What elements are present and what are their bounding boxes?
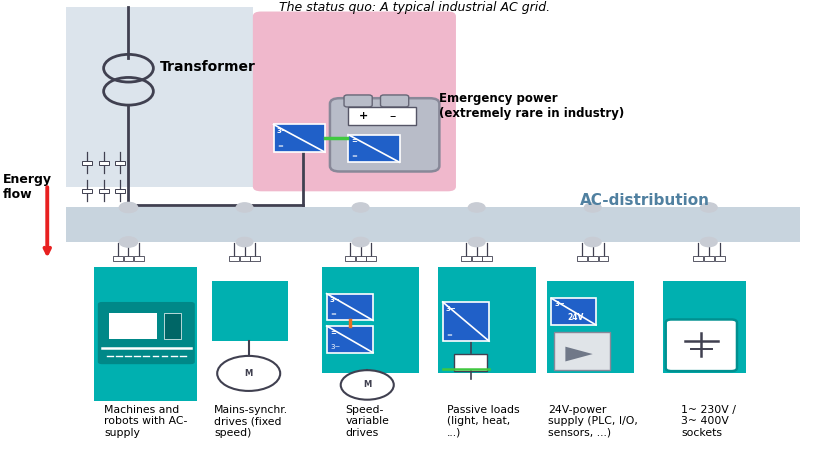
FancyBboxPatch shape [253,12,455,191]
Text: 3~: 3~ [554,301,565,307]
Text: 1~ 230V /
3~ 400V
sockets: 1~ 230V / 3~ 400V sockets [681,405,735,438]
Text: Transformer: Transformer [160,60,256,74]
Circle shape [119,202,137,213]
Bar [94,267,197,401]
Text: =: = [445,332,451,338]
Bar [348,135,399,162]
Bar [598,256,608,261]
Text: Mains-synchr.
drives (fixed
speed): Mains-synchr. drives (fixed speed) [214,405,288,438]
FancyBboxPatch shape [665,319,736,371]
Bar [460,256,470,261]
Text: M: M [363,380,371,390]
Bar [134,256,144,261]
Bar [553,332,609,370]
Text: =: = [351,154,357,160]
Circle shape [236,203,253,212]
Circle shape [119,237,137,247]
FancyBboxPatch shape [98,302,195,364]
Text: Energy
flow: Energy flow [2,173,51,201]
Bar [326,294,373,320]
Text: Speed-
variable
drives: Speed- variable drives [345,405,388,438]
FancyBboxPatch shape [330,98,439,171]
Bar [108,313,156,339]
Bar [714,256,724,261]
Bar [66,7,253,187]
Bar [66,207,799,242]
Text: =: = [351,138,357,144]
Bar [692,256,702,261]
Bar [99,189,108,193]
Bar [471,256,481,261]
Polygon shape [565,347,592,361]
Text: 3~: 3~ [330,297,340,303]
Text: 3~: 3~ [445,306,456,312]
Bar [123,256,133,261]
Bar [703,256,713,261]
Bar [113,256,123,261]
Bar [437,267,535,373]
Bar [164,313,181,339]
Circle shape [120,237,137,247]
Bar [348,107,416,125]
Text: Emergency power
(extremely rare in industry): Emergency power (extremely rare in indus… [439,92,623,120]
Circle shape [352,203,368,212]
Bar [576,256,586,261]
Bar [229,256,238,261]
Bar [344,256,354,261]
Bar [551,298,595,325]
FancyBboxPatch shape [344,95,372,107]
Circle shape [584,203,600,212]
Text: The status quo: A typical industrial AC grid.: The status quo: A typical industrial AC … [278,1,550,14]
Text: AC-distribution: AC-distribution [580,193,710,208]
Bar [115,161,125,165]
Circle shape [120,203,137,212]
Text: M: M [244,369,253,378]
Circle shape [468,203,484,212]
Bar [482,256,492,261]
Bar [99,161,108,165]
Text: =: = [277,143,282,149]
Bar [82,189,92,193]
Text: 3~: 3~ [277,128,287,134]
FancyBboxPatch shape [380,95,408,107]
Circle shape [340,370,393,400]
Text: 24V-power
supply (PLC, I/O,
sensors, ...): 24V-power supply (PLC, I/O, sensors, ...… [547,405,637,438]
Circle shape [236,237,253,247]
Text: =: = [330,312,335,318]
Bar [115,189,125,193]
Text: –: – [389,110,396,123]
Bar [442,302,489,341]
Circle shape [217,356,280,391]
Bar [546,281,633,373]
Circle shape [700,237,716,247]
Text: +: + [358,111,368,121]
Text: 3~: 3~ [330,344,340,350]
Bar [212,281,288,341]
Bar [239,256,249,261]
Bar [250,256,260,261]
Circle shape [700,203,716,212]
Bar [273,124,325,152]
Circle shape [468,237,484,247]
Bar [355,256,365,261]
Bar [366,256,376,261]
Bar [321,267,419,373]
Circle shape [584,237,600,247]
Text: 24V: 24V [567,313,584,322]
Bar [454,354,487,371]
Text: Passive loads
(light, heat,
...): Passive loads (light, heat, ...) [446,405,519,438]
Text: Machines and
robots with AC-
supply: Machines and robots with AC- supply [104,405,187,438]
Bar [82,161,92,165]
Bar [587,256,597,261]
Circle shape [352,237,368,247]
Text: =: = [330,330,335,336]
Bar [662,281,745,373]
Bar [326,326,373,353]
